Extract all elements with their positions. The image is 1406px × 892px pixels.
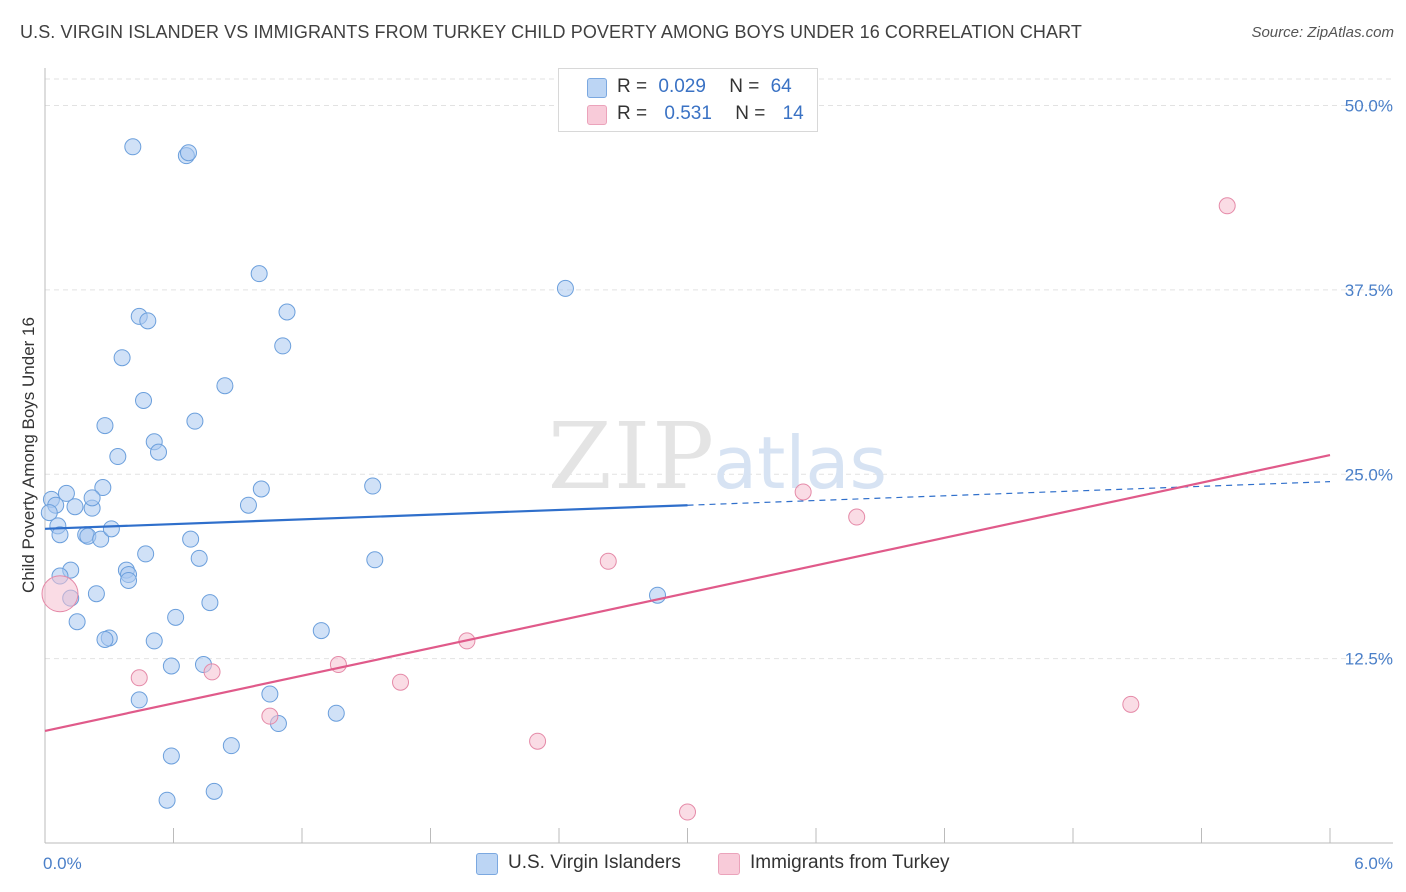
data-point bbox=[130, 691, 148, 709]
bottom-legend-label-1: U.S. Virgin Islanders bbox=[508, 852, 681, 873]
trend-lines bbox=[44, 453, 1331, 732]
data-point bbox=[158, 791, 176, 809]
tick-labels: 12.5% 25.0% 37.5% 50.0% 0.0% 6.0% bbox=[43, 97, 1393, 874]
trend-line-1-extension bbox=[687, 481, 1331, 506]
data-point bbox=[278, 303, 296, 321]
data-point bbox=[150, 443, 168, 461]
data-point bbox=[87, 585, 105, 603]
series-immigrants-from-turkey-points bbox=[41, 197, 1236, 821]
data-point bbox=[145, 632, 163, 650]
legend-swatch-blue bbox=[587, 78, 607, 98]
data-point bbox=[599, 552, 617, 570]
bottom-legend-swatch-blue bbox=[476, 853, 498, 875]
bottom-legend-swatch-pink bbox=[718, 853, 740, 875]
data-point bbox=[83, 489, 101, 507]
chart-title: U.S. VIRGIN ISLANDER VS IMMIGRANTS FROM … bbox=[20, 22, 1082, 42]
data-point bbox=[186, 412, 204, 430]
data-point-large bbox=[41, 575, 79, 613]
data-point bbox=[162, 747, 180, 765]
correlation-legend: R = 0.029 N = 64 R = 0.531 N = 14 bbox=[558, 68, 818, 132]
data-point bbox=[327, 704, 345, 722]
data-point bbox=[250, 265, 268, 283]
data-point bbox=[222, 737, 240, 755]
data-point bbox=[364, 477, 382, 495]
source-credit: Source: ZipAtlas.com bbox=[1251, 24, 1394, 41]
data-point bbox=[252, 480, 270, 498]
y-axis-label: Child Poverty Among Boys Under 16 bbox=[19, 317, 38, 593]
data-point bbox=[274, 337, 292, 355]
y-tick-label: 50.0% bbox=[1345, 97, 1393, 116]
data-point bbox=[182, 530, 200, 548]
data-point bbox=[40, 504, 58, 522]
data-point bbox=[120, 571, 138, 589]
bottom-legend-label-2: Immigrants from Turkey bbox=[750, 852, 950, 873]
data-point bbox=[216, 377, 234, 395]
data-point bbox=[96, 417, 114, 435]
legend-n-label: N = bbox=[735, 103, 766, 124]
y-tick-label: 25.0% bbox=[1345, 465, 1393, 484]
data-point bbox=[1122, 695, 1140, 713]
data-point bbox=[1218, 197, 1236, 215]
data-point bbox=[109, 448, 127, 466]
legend-r-label: R = bbox=[617, 103, 648, 124]
y-tick-label: 37.5% bbox=[1345, 281, 1393, 300]
data-point bbox=[135, 392, 153, 409]
data-point bbox=[239, 496, 257, 514]
data-point bbox=[679, 803, 696, 821]
data-point bbox=[261, 707, 279, 725]
trend-line-1 bbox=[44, 504, 688, 530]
data-point bbox=[366, 551, 384, 569]
data-point bbox=[57, 484, 75, 502]
y-tick-label: 12.5% bbox=[1345, 650, 1393, 669]
data-point bbox=[96, 630, 114, 648]
data-point bbox=[137, 545, 155, 563]
data-point bbox=[92, 530, 110, 548]
data-point bbox=[139, 312, 157, 330]
legend-r-value-2: 0.531 bbox=[664, 103, 712, 124]
data-point bbox=[68, 613, 86, 631]
data-point bbox=[167, 608, 185, 626]
data-point bbox=[190, 549, 208, 567]
data-point bbox=[261, 685, 279, 703]
data-point bbox=[162, 657, 180, 675]
legend-n-label: N = bbox=[729, 76, 760, 97]
trend-line-2 bbox=[44, 453, 1331, 732]
data-point bbox=[113, 349, 131, 367]
data-point bbox=[179, 144, 197, 162]
axes bbox=[44, 68, 1393, 844]
data-point bbox=[312, 622, 330, 640]
data-point bbox=[102, 520, 120, 538]
legend-r-label: R = bbox=[617, 76, 648, 97]
series-us-virgin-islanders-points bbox=[40, 138, 667, 809]
legend-n-value-2: 14 bbox=[782, 103, 804, 124]
watermark-zip: ZIP bbox=[548, 403, 716, 510]
data-point bbox=[556, 279, 574, 297]
data-point bbox=[529, 732, 547, 750]
data-point bbox=[794, 483, 812, 501]
data-point bbox=[94, 479, 112, 497]
data-point bbox=[203, 663, 221, 681]
data-point bbox=[848, 508, 866, 526]
legend-swatch-pink bbox=[587, 105, 607, 125]
legend-r-value-1: 0.029 bbox=[658, 76, 706, 97]
data-point bbox=[130, 669, 148, 687]
data-point bbox=[66, 498, 84, 516]
watermark: ZIP atlas bbox=[548, 403, 887, 510]
data-point bbox=[51, 526, 69, 544]
x-tick-label: 6.0% bbox=[1354, 854, 1393, 873]
legend-n-value-1: 64 bbox=[770, 76, 792, 97]
grid-lines bbox=[45, 78, 1393, 660]
data-point bbox=[124, 138, 142, 156]
data-point bbox=[201, 594, 219, 612]
x-tick-label: 0.0% bbox=[43, 854, 82, 873]
data-point bbox=[392, 673, 410, 691]
data-point bbox=[205, 782, 223, 800]
